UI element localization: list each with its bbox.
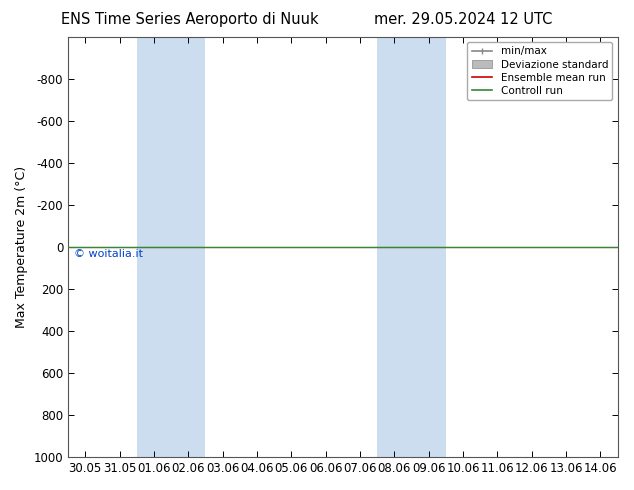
Text: mer. 29.05.2024 12 UTC: mer. 29.05.2024 12 UTC <box>373 12 552 27</box>
Text: © woitalia.it: © woitalia.it <box>74 249 143 259</box>
Text: ENS Time Series Aeroporto di Nuuk: ENS Time Series Aeroporto di Nuuk <box>61 12 319 27</box>
Bar <box>137 37 205 457</box>
Bar <box>377 37 446 457</box>
Y-axis label: Max Temperature 2m (°C): Max Temperature 2m (°C) <box>15 166 28 328</box>
Legend: min/max, Deviazione standard, Ensemble mean run, Controll run: min/max, Deviazione standard, Ensemble m… <box>467 42 612 100</box>
